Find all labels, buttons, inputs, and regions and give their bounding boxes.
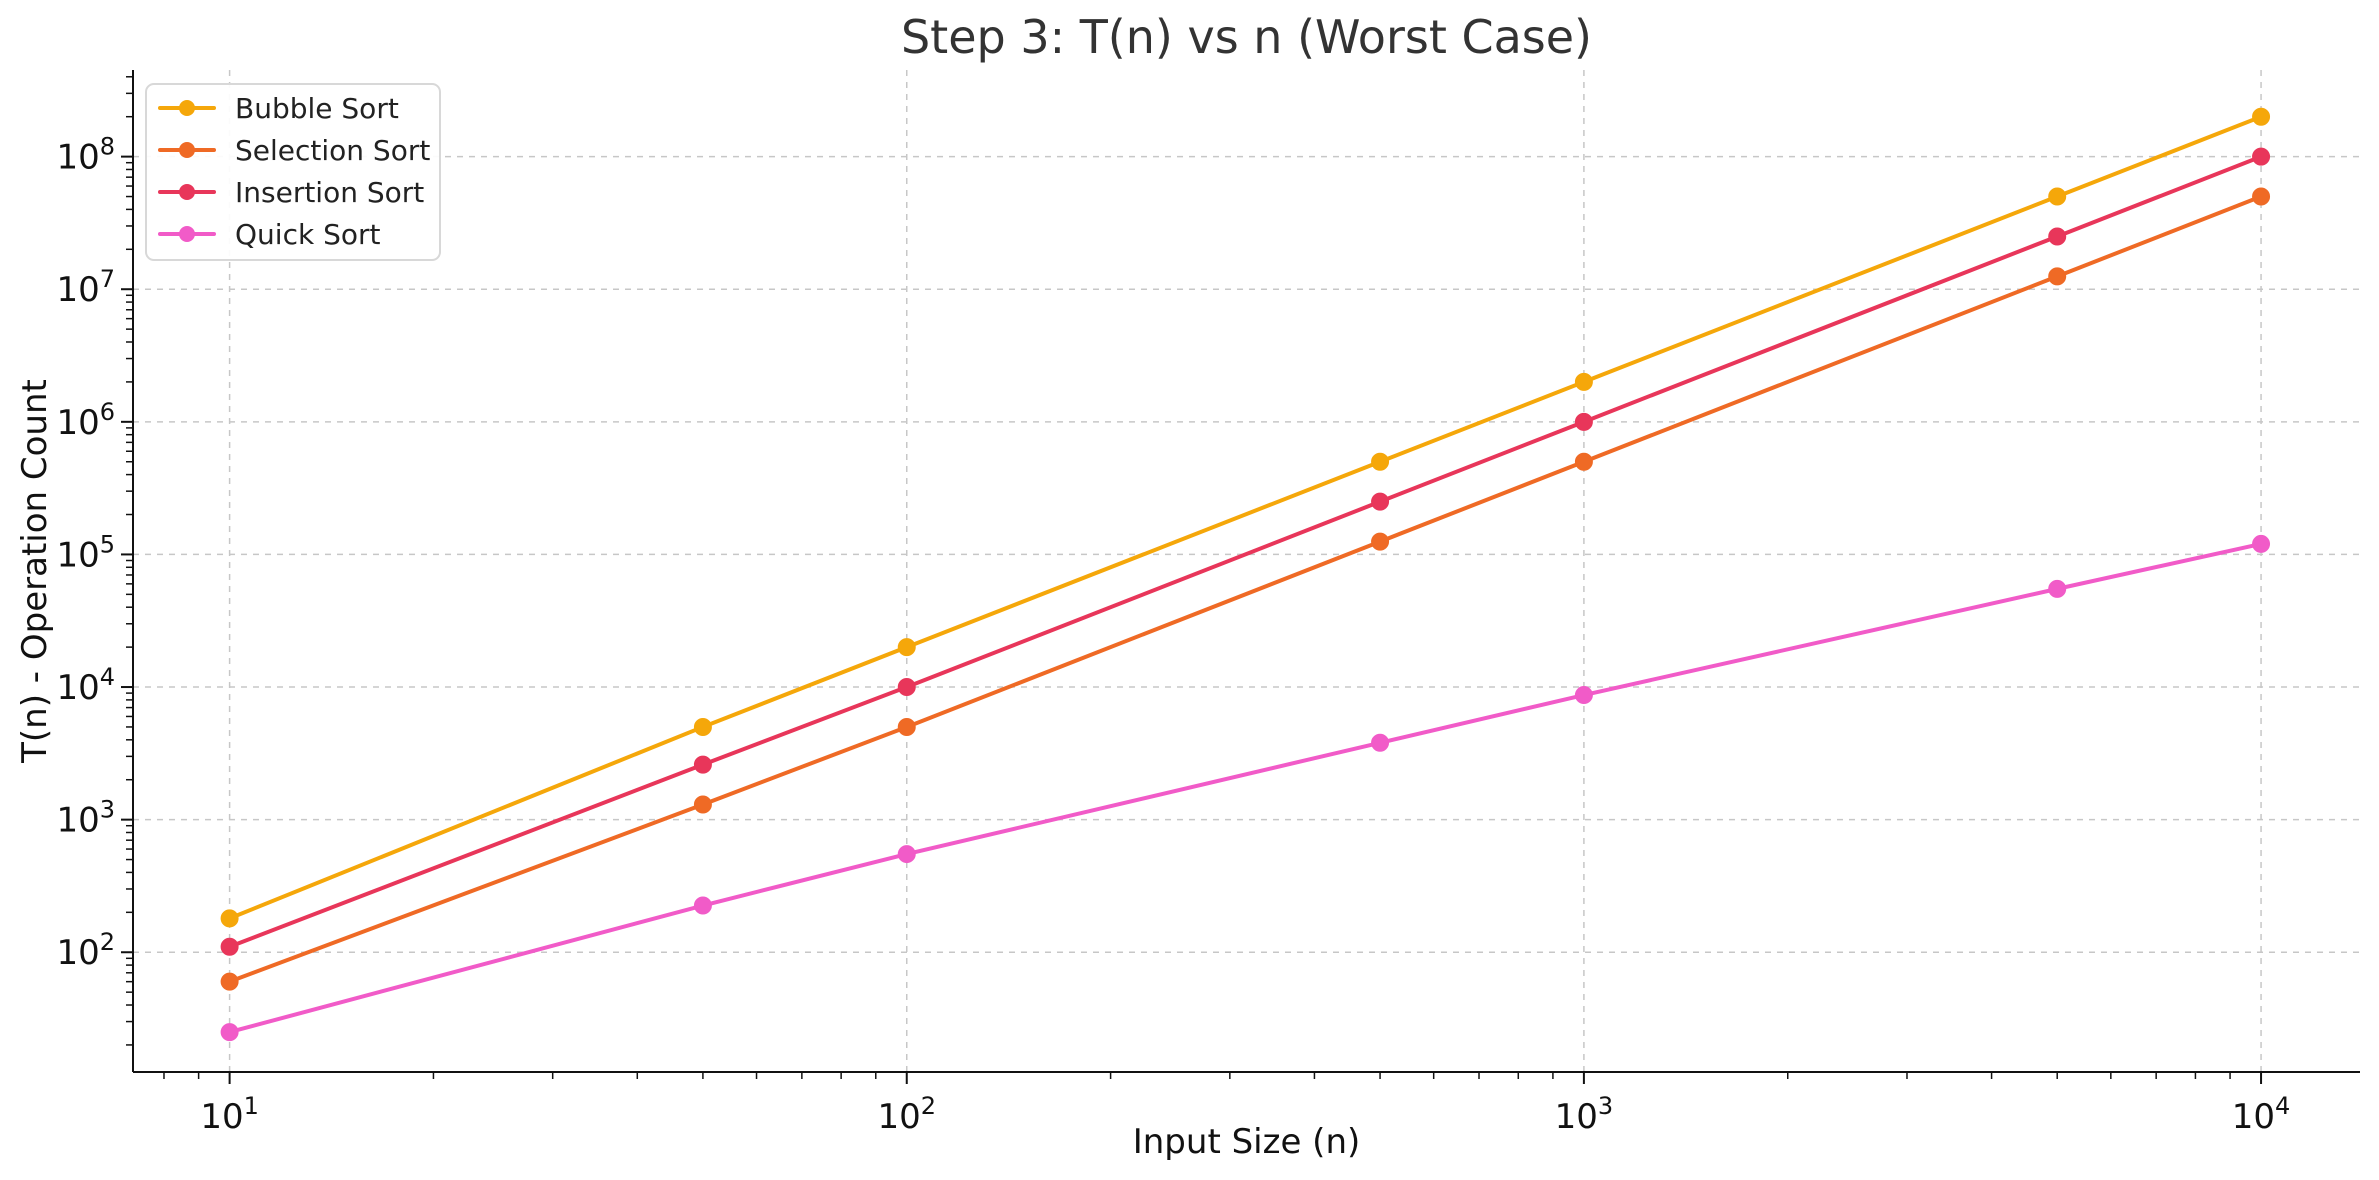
legend-swatch-marker — [179, 100, 195, 116]
series-line-selection-sort — [227, 194, 2264, 984]
y-tick-label: 102 — [56, 928, 115, 973]
legend-label: Insertion Sort — [235, 176, 424, 209]
legend-label: Bubble Sort — [235, 92, 399, 125]
series-point-insertion-sort — [693, 755, 712, 774]
y-tick-label: 107 — [56, 265, 115, 310]
series-point-quick-sort — [1574, 686, 1593, 705]
legend-item-insertion-sort: Insertion Sort — [158, 176, 424, 209]
legend-box — [145, 83, 441, 261]
legend-swatch-marker — [179, 142, 195, 158]
series-point-insertion-sort — [1574, 412, 1593, 431]
legend-items: Bubble Sort Selection Sort Insertion Sort Q… — [158, 92, 430, 251]
series-point-selection-sort — [1371, 532, 1390, 551]
y-axis-label: T(n) - Operation Count — [15, 379, 55, 764]
chart-title: Step 3: T(n) vs n (Worst Case) — [901, 10, 1592, 64]
grid-layer — [133, 70, 2360, 1072]
legend-label: Quick Sort — [235, 218, 380, 251]
series-point-quick-sort — [220, 1023, 239, 1042]
series-point-quick-sort — [897, 845, 916, 864]
y-tick-label: 105 — [56, 530, 115, 575]
legend-item-selection-sort: Selection Sort — [158, 134, 430, 167]
series-point-insertion-sort — [2048, 227, 2067, 246]
legend-item-quick-sort: Quick Sort — [158, 218, 380, 251]
series-point-insertion-sort — [2252, 147, 2271, 166]
y-tick-label: 106 — [56, 398, 115, 443]
series-point-selection-sort — [1574, 452, 1593, 471]
series-line-insertion-sort — [227, 154, 2264, 949]
ticks-layer: 101 102 103 104 102 103 104 105 106 107 108 — [56, 76, 2291, 1137]
series-point-quick-sort — [2048, 579, 2067, 598]
legend-label: Selection Sort — [235, 134, 430, 167]
series-point-bubble-sort — [693, 717, 712, 736]
series-point-bubble-sort — [2048, 187, 2067, 206]
series-line-bubble-sort — [227, 114, 2264, 921]
series-point-selection-sort — [2048, 267, 2067, 286]
series-point-selection-sort — [897, 717, 916, 736]
series-point-insertion-sort — [1371, 492, 1390, 511]
y-tick-label: 104 — [56, 663, 115, 708]
series-point-insertion-sort — [220, 937, 239, 956]
x-tick-label: 101 — [200, 1092, 259, 1137]
legend-swatch-marker — [179, 184, 195, 200]
legend: Bubble Sort Selection Sort Insertion Sort Q… — [145, 83, 441, 261]
series-line-quick-sort — [227, 541, 2264, 1035]
series-point-quick-sort — [2252, 534, 2271, 553]
series-point-bubble-sort — [1574, 372, 1593, 391]
series-point-bubble-sort — [220, 909, 239, 928]
series-point-selection-sort — [693, 795, 712, 814]
series-point-quick-sort — [1371, 733, 1390, 752]
series-point-bubble-sort — [897, 638, 916, 657]
x-tick-label: 102 — [877, 1092, 936, 1137]
x-tick-label: 103 — [1555, 1092, 1614, 1137]
axes-layer — [132, 70, 2360, 1073]
y-tick-label: 103 — [56, 796, 115, 841]
x-axis-label: Input Size (n) — [1133, 1122, 1361, 1162]
legend-item-bubble-sort: Bubble Sort — [158, 92, 399, 125]
x-tick-label: 104 — [2232, 1092, 2291, 1137]
series-point-bubble-sort — [2252, 107, 2271, 126]
series-point-quick-sort — [693, 896, 712, 915]
legend-swatch-marker — [179, 226, 195, 242]
series-point-selection-sort — [220, 972, 239, 991]
series-point-selection-sort — [2252, 187, 2271, 206]
series-layer — [220, 107, 2271, 1042]
series-point-insertion-sort — [897, 678, 916, 697]
y-tick-label: 108 — [56, 133, 115, 178]
series-point-bubble-sort — [1371, 452, 1390, 471]
